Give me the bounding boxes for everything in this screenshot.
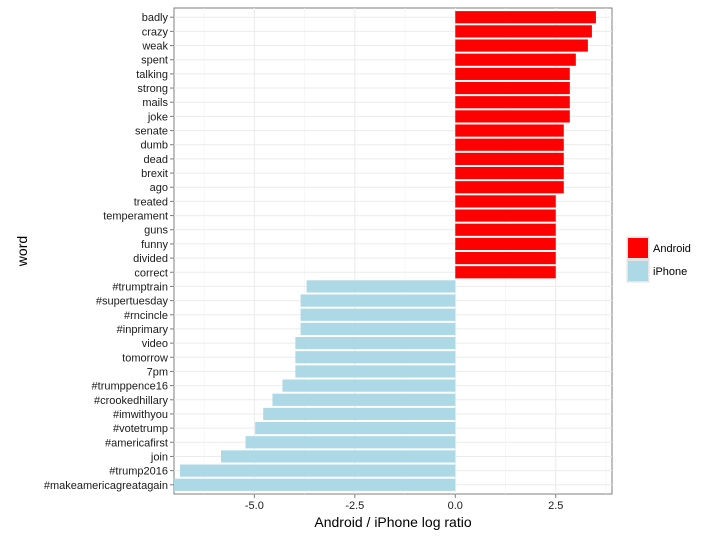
bar-spent [455, 53, 576, 66]
x-tick-label: 0.0 [448, 500, 463, 512]
bar-strong [455, 81, 570, 95]
y-tick-label: #trumptrain [112, 281, 168, 293]
y-tick-label: mails [142, 97, 168, 109]
y-tick-label: divided [133, 253, 168, 265]
y-tick-label: #rncincle [124, 310, 168, 322]
bar-join [221, 450, 456, 463]
bar-hashtag-trumptrain [306, 280, 456, 293]
bar-hashtag-inprimary [300, 322, 456, 336]
y-tick-label: temperament [103, 211, 168, 223]
bar-7pm [295, 365, 456, 378]
y-tick-label: correct [134, 267, 168, 279]
y-tick-label: #trump2016 [109, 466, 168, 478]
bar-talking [455, 67, 570, 80]
y-tick-label: guns [144, 225, 168, 237]
bar-funny [455, 237, 556, 251]
bar-senate [455, 124, 564, 137]
x-tick-label: 2.5 [548, 500, 563, 512]
legend-label-android: Android [653, 243, 691, 255]
x-tick-label: -2.5 [345, 500, 364, 512]
bar-guns [455, 223, 556, 236]
y-tick-label: dumb [140, 140, 168, 152]
bar-tomorrow [295, 351, 456, 364]
y-tick-label: #supertuesday [96, 296, 169, 308]
y-tick-label: funny [141, 239, 168, 251]
bar-hashtag-supertuesday [300, 294, 456, 307]
y-tick-label: dead [144, 154, 168, 166]
y-tick-label: brexit [141, 168, 168, 180]
bar-correct [455, 266, 556, 279]
y-tick-label: tomorrow [122, 352, 168, 364]
bar-divided [455, 251, 556, 265]
bar-treated [455, 195, 556, 208]
bar-joke [455, 110, 570, 123]
bar-video [295, 337, 456, 350]
bar-hashtag-votetrump [255, 422, 456, 435]
y-tick-label: treated [134, 196, 168, 208]
legend-swatch-android [628, 238, 648, 258]
x-axis-ticks: -5.0 -2.5 0.0 2.5 [245, 494, 563, 512]
y-tick-label: joke [147, 111, 168, 123]
y-tick-label: #imwithyou [113, 409, 168, 421]
y-tick-label: #votetrump [113, 423, 168, 435]
bar-hashtag-crookedhillary [272, 393, 456, 406]
bar-mails [455, 96, 570, 109]
bar-crazy [455, 25, 592, 38]
legend: Android iPhone [626, 236, 691, 283]
x-axis-title: Android / iPhone log ratio [314, 514, 471, 530]
y-tick-label: video [142, 338, 168, 350]
bar-hashtag-trumppence16 [282, 379, 456, 392]
y-tick-label: senate [135, 126, 168, 138]
y-tick-label: ago [150, 182, 168, 194]
y-tick-label: strong [137, 83, 168, 95]
bar-hashtag-americafirst [245, 436, 456, 449]
y-axis-ticks: badly crazy weak spent talking strong mails jok… [44, 12, 174, 492]
bar-brexit [455, 166, 564, 180]
bar-badly [455, 11, 596, 24]
plot-panel [173, 7, 613, 495]
y-tick-label: #inprimary [117, 324, 169, 336]
y-tick-label: weak [141, 41, 168, 53]
bar-ago [455, 181, 564, 194]
x-tick-label: -5.0 [245, 500, 264, 512]
bar-hashtag-imwithyou [263, 407, 456, 421]
legend-swatch-iphone [628, 261, 648, 281]
bar-hashtag-trump2016 [180, 464, 456, 477]
bar-dead [455, 152, 564, 165]
legend-label-iphone: iPhone [653, 266, 687, 278]
bar-temperament [455, 209, 556, 222]
y-tick-label: #crookedhillary [94, 395, 168, 407]
y-tick-label: talking [136, 69, 168, 81]
y-tick-label: spent [141, 55, 168, 67]
y-tick-label: 7pm [147, 366, 168, 378]
y-tick-label: #makeamericagreatagain [44, 480, 168, 492]
bar-hashtag-makeamericagreatagain [174, 478, 456, 491]
y-axis-title: word [14, 236, 30, 267]
bars [174, 11, 596, 491]
bar-weak [455, 39, 588, 52]
y-tick-label: crazy [142, 26, 169, 38]
bar-dumb [455, 138, 564, 151]
bar-hashtag-rncincle [300, 308, 456, 321]
y-tick-label: join [150, 451, 168, 463]
y-tick-label: #trumppence16 [92, 381, 168, 393]
y-tick-label: badly [142, 12, 169, 24]
y-tick-label: #americafirst [105, 437, 168, 449]
